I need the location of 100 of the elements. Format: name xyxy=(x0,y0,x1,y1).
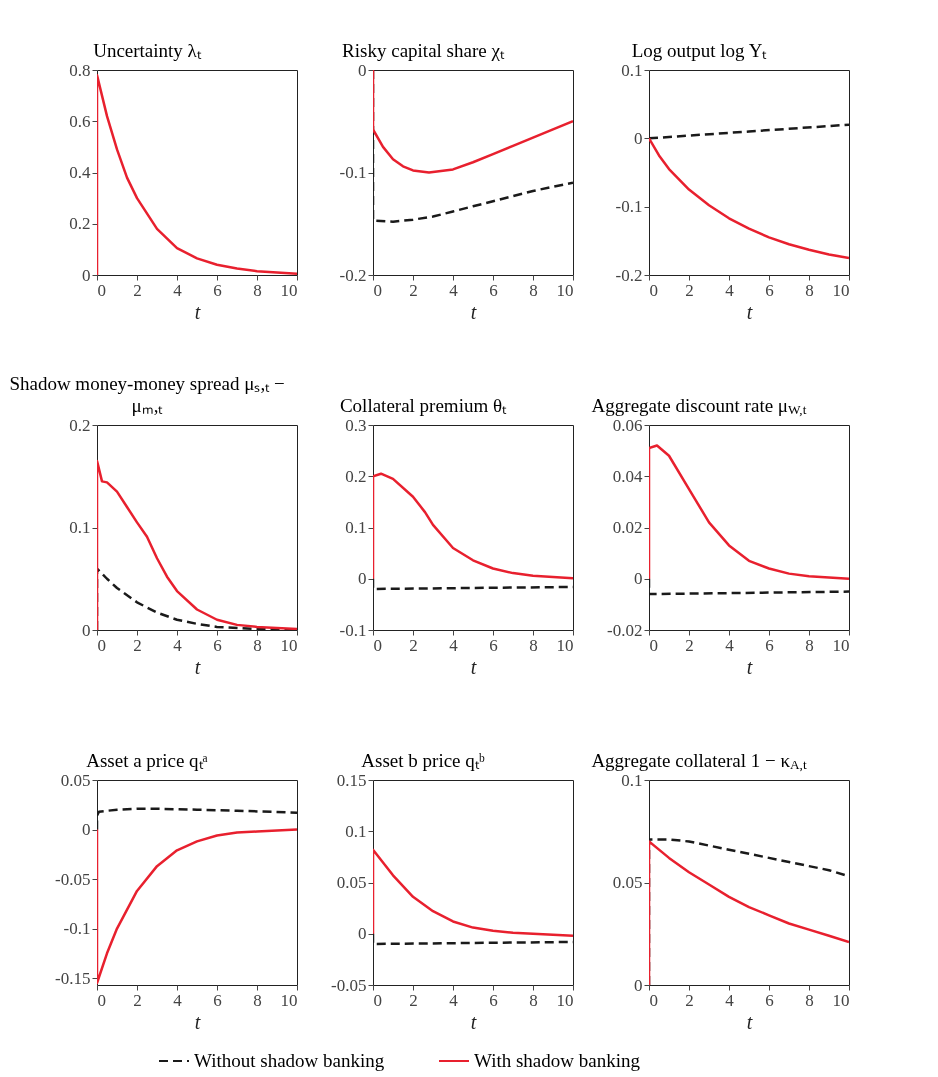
y-tick-label: 0.1 xyxy=(69,518,91,537)
x-tick-label: 4 xyxy=(173,280,183,300)
y-tick-label: -0.2 xyxy=(615,265,643,285)
y-tick-label: -0.1 xyxy=(339,163,367,182)
x-tick-label: 0 xyxy=(649,990,658,1010)
y-tick-label: 0.2 xyxy=(69,214,91,234)
x-axis-title: t xyxy=(194,300,201,323)
line-series xyxy=(649,444,849,580)
x-tick-label: 2 xyxy=(409,990,418,1010)
line-series xyxy=(97,459,297,630)
x-tick-label: 8 xyxy=(253,635,262,655)
y-tick-label: 0 xyxy=(358,569,367,589)
y-tick-label: 0 xyxy=(358,924,367,944)
x-axis-title: t xyxy=(470,300,477,323)
x-tick-label: 2 xyxy=(409,635,418,655)
x-axis-title: t xyxy=(746,655,753,678)
x-tick-label: 10 xyxy=(556,990,574,1010)
x-tick-label: 6 xyxy=(765,990,774,1010)
x-tick-label: 6 xyxy=(213,990,222,1010)
chart-title: Aggregate collateral 1 − κ$_{A,t}$ xyxy=(590,749,808,772)
x-tick-label: 0 xyxy=(649,635,658,655)
line-series xyxy=(373,848,573,938)
x-tick-label: 6 xyxy=(489,990,498,1010)
y-tick-label: 0.1 xyxy=(345,518,367,537)
chart-title: Asset b price qₜᵇ xyxy=(360,749,486,772)
x-tick-label: 8 xyxy=(529,635,538,655)
y-tick-label: 0.05 xyxy=(60,770,91,790)
x-tick-label: 10 xyxy=(556,635,574,655)
x-tick-label: 4 xyxy=(449,990,459,1010)
x-tick-label: 4 xyxy=(449,635,459,655)
x-tick-label: 4 xyxy=(725,635,735,655)
y-tick-label: 0.4 xyxy=(69,163,91,182)
y-tick-label: -0.05 xyxy=(55,869,91,889)
x-tick-label: 10 xyxy=(832,990,850,1010)
y-tick-label: -0.1 xyxy=(339,620,367,640)
x-tick-label: 0 xyxy=(97,280,106,300)
x-tick-label: 6 xyxy=(213,280,222,300)
chart-title: Risky capital share χₜ xyxy=(341,39,505,62)
y-tick-label: 0 xyxy=(82,265,91,285)
x-tick-label: 2 xyxy=(685,635,694,655)
y-tick-label: -0.1 xyxy=(615,197,643,217)
x-tick-label: 6 xyxy=(765,635,774,655)
line-series xyxy=(97,828,297,985)
x-tick-label: 2 xyxy=(133,990,142,1010)
x-tick-label: 10 xyxy=(280,280,298,300)
x-tick-label: 8 xyxy=(253,990,262,1010)
x-tick-label: 10 xyxy=(832,280,850,300)
line-series xyxy=(649,137,849,260)
x-tick-label: 0 xyxy=(649,280,658,300)
y-tick-label: -0.05 xyxy=(331,975,367,995)
x-tick-label: 8 xyxy=(805,280,814,300)
y-tick-label: -0.2 xyxy=(339,265,367,285)
y-tick-label: 0.1 xyxy=(345,821,367,841)
line-series xyxy=(373,70,573,174)
x-tick-label: 4 xyxy=(173,990,183,1010)
y-tick-label: 0.3 xyxy=(345,415,367,435)
y-tick-label: 0.15 xyxy=(336,770,367,790)
line-series xyxy=(373,472,573,580)
y-tick-label: 0.6 xyxy=(69,111,91,131)
chart-title: Aggregate discount rate μ$_{W,t}$ xyxy=(590,394,808,417)
y-tick-label: 0.1 xyxy=(621,770,643,790)
chart-title: Collateral premium θₜ xyxy=(338,394,508,417)
x-tick-label: 8 xyxy=(805,990,814,1010)
x-tick-label: 8 xyxy=(253,280,262,300)
x-tick-label: 10 xyxy=(280,990,298,1010)
x-tick-label: 0 xyxy=(373,280,382,300)
y-tick-label: 0 xyxy=(82,820,91,840)
y-tick-label: -0.1 xyxy=(63,919,91,939)
x-axis-title: t xyxy=(194,1010,201,1033)
y-tick-label: 0.06 xyxy=(612,415,643,435)
chart-title: Asset a price qₜᵃ xyxy=(85,749,209,772)
legend-label: With shadow banking xyxy=(474,1050,641,1071)
x-tick-label: 10 xyxy=(556,280,574,300)
x-tick-label: 4 xyxy=(173,635,183,655)
y-tick-label: 0 xyxy=(82,620,91,640)
y-tick-label: 0.02 xyxy=(612,518,643,537)
x-tick-label: 6 xyxy=(489,280,498,300)
chart-title: Log output log Yₜ xyxy=(630,39,768,62)
x-tick-label: 6 xyxy=(489,635,498,655)
y-tick-label: 0.1 xyxy=(621,60,643,80)
x-tick-label: 8 xyxy=(529,280,538,300)
x-axis-title: t xyxy=(194,655,201,678)
x-tick-label: 2 xyxy=(133,635,142,655)
y-tick-label: 0.04 xyxy=(612,466,643,486)
x-tick-label: 2 xyxy=(685,280,694,300)
y-tick-label: -0.15 xyxy=(55,968,91,988)
y-tick-label: 0.2 xyxy=(69,415,91,435)
x-tick-label: 0 xyxy=(373,635,382,655)
x-tick-label: 8 xyxy=(529,990,538,1010)
x-tick-label: 6 xyxy=(765,280,774,300)
x-tick-label: 0 xyxy=(97,990,106,1010)
y-tick-label: 0 xyxy=(634,975,643,995)
x-axis-title: t xyxy=(746,300,753,323)
y-tick-label: 0.8 xyxy=(69,60,91,80)
y-tick-label: 0 xyxy=(358,60,367,80)
x-tick-label: 0 xyxy=(97,635,106,655)
x-tick-label: 10 xyxy=(280,635,298,655)
x-tick-label: 2 xyxy=(685,990,694,1010)
x-tick-label: 2 xyxy=(133,280,142,300)
x-axis-title: t xyxy=(470,655,477,678)
